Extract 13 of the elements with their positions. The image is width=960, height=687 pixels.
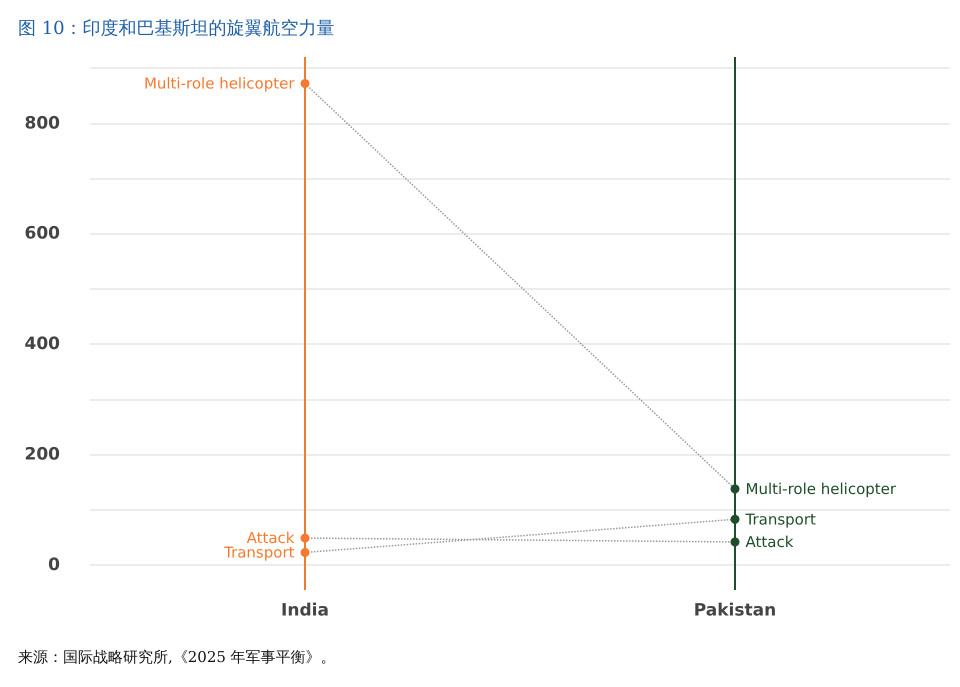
y-tick-label: 600 (24, 224, 60, 244)
y-tick-label: 800 (24, 113, 60, 134)
y-tick-label: 0 (48, 555, 60, 576)
series-label: Multi-role helicopter (746, 480, 897, 498)
chart-title: 图 10：印度和巴基斯坦的旋翼航空力量 (18, 17, 335, 40)
y-tick-label: 400 (24, 334, 60, 354)
y-tick-label: 200 (24, 444, 60, 465)
series-label: Attack (746, 532, 794, 551)
x-tick-label: Pakistan (694, 600, 776, 620)
source-note: 来源：国际战略研究所,《2025 年军事平衡》。 (18, 648, 336, 667)
text: Multi-role helicopter (144, 74, 294, 93)
series-label: Transport (744, 510, 816, 528)
x-tick-label: India (281, 600, 329, 620)
